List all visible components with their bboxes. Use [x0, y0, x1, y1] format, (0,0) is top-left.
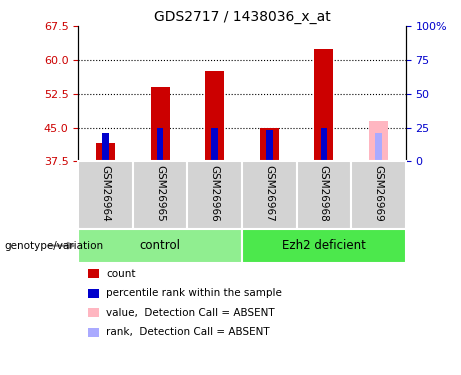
Bar [212, 128, 218, 161]
Bar [78, 229, 242, 262]
Bar [369, 121, 388, 161]
Text: GSM26967: GSM26967 [264, 165, 274, 221]
Bar [320, 128, 327, 161]
Bar [242, 229, 406, 262]
Title: GDS2717 / 1438036_x_at: GDS2717 / 1438036_x_at [154, 10, 331, 24]
Bar [375, 133, 382, 161]
Text: count: count [106, 269, 136, 279]
Bar [78, 161, 133, 229]
Bar [266, 130, 272, 161]
Bar [151, 87, 170, 161]
Text: control: control [140, 239, 181, 252]
Bar [157, 128, 164, 161]
Text: GSM26966: GSM26966 [210, 165, 220, 221]
Text: genotype/variation: genotype/variation [5, 241, 104, 250]
Bar [188, 161, 242, 229]
Bar [260, 128, 279, 161]
Text: percentile rank within the sample: percentile rank within the sample [106, 288, 282, 298]
Text: GSM26969: GSM26969 [373, 165, 384, 221]
Text: GSM26964: GSM26964 [100, 165, 111, 221]
Bar [296, 161, 351, 229]
Bar [242, 161, 296, 229]
Bar [96, 143, 115, 161]
Text: GSM26968: GSM26968 [319, 165, 329, 221]
Bar [102, 133, 109, 161]
Bar [314, 49, 333, 161]
Bar [205, 71, 225, 161]
Text: value,  Detection Call = ABSENT: value, Detection Call = ABSENT [106, 308, 275, 318]
Text: GSM26965: GSM26965 [155, 165, 165, 221]
Text: rank,  Detection Call = ABSENT: rank, Detection Call = ABSENT [106, 327, 270, 337]
Bar [133, 161, 188, 229]
Text: Ezh2 deficient: Ezh2 deficient [282, 239, 366, 252]
Bar [351, 161, 406, 229]
